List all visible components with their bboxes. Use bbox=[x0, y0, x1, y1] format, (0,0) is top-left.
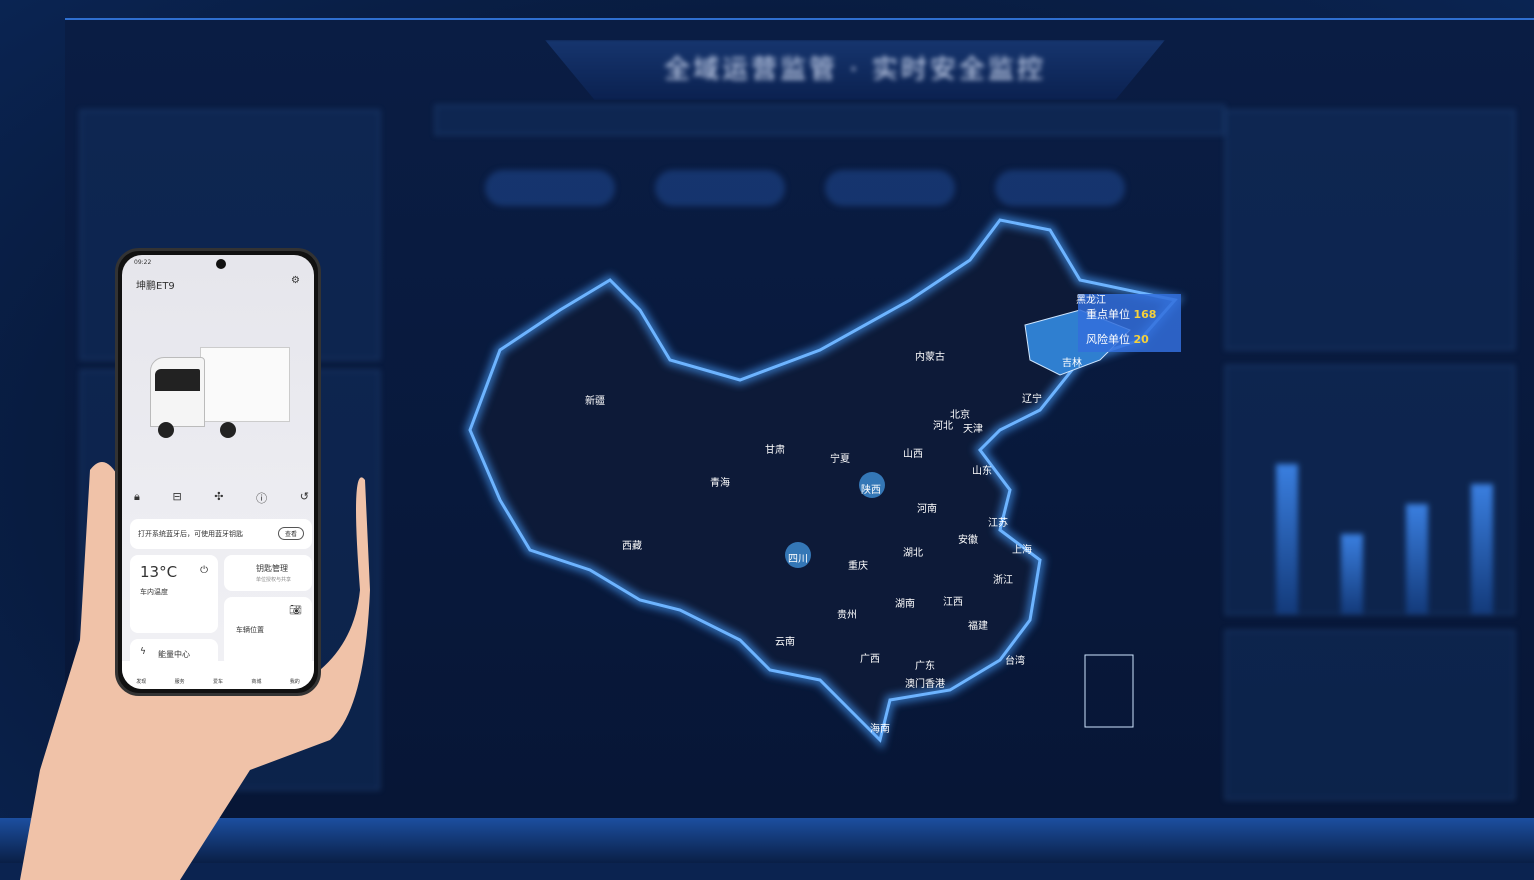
nav-discover[interactable]: 发现 bbox=[136, 679, 147, 685]
app-title: 坤鹏ET9 bbox=[136, 281, 175, 292]
province-label: 河南 bbox=[917, 504, 937, 515]
temperature-card[interactable]: 13°C 车内温度 ⏻ bbox=[130, 555, 218, 633]
province-label: 河北 bbox=[933, 421, 953, 432]
province-label: 西藏 bbox=[622, 541, 642, 552]
power-icon[interactable]: ⏻ bbox=[200, 565, 208, 576]
province-label: 湖南 bbox=[895, 599, 915, 610]
dashboard-title-bar: 全域运营监管 · 实时安全监控 bbox=[545, 40, 1165, 100]
nav-service[interactable]: 服务 bbox=[174, 679, 185, 685]
bluetooth-notice: 打开系统蓝牙后，可使用蓝牙钥匙 bbox=[138, 530, 243, 538]
right-panel-chart bbox=[1225, 365, 1515, 615]
province-label: 安徽 bbox=[958, 535, 978, 546]
stat-pill bbox=[485, 170, 615, 206]
bolt-icon: ϟ bbox=[140, 647, 146, 657]
province-label: 海南 bbox=[870, 724, 890, 735]
province-label: 贵州 bbox=[837, 610, 857, 621]
vehicle-location-card[interactable]: 车辆位置 📷︎ bbox=[224, 597, 312, 667]
key-subtitle: 单位授权与共享 bbox=[256, 577, 292, 583]
bluetooth-view-button[interactable]: 查看 bbox=[277, 527, 304, 540]
chart-bar bbox=[1471, 484, 1493, 614]
tooltip-risk-label: 风险单位 bbox=[1086, 333, 1130, 346]
province-label: 宁夏 bbox=[830, 454, 850, 465]
province-label: 澳门 bbox=[905, 679, 925, 690]
camera-notch bbox=[216, 259, 226, 269]
province-label: 北京 bbox=[950, 410, 970, 421]
fan-icon[interactable]: ✣ bbox=[214, 490, 224, 503]
tooltip-risk-value: 20 bbox=[1133, 333, 1149, 346]
tooltip-key-value: 168 bbox=[1133, 308, 1157, 321]
temperature-label: 车内温度 bbox=[140, 588, 168, 596]
province-label: 辽宁 bbox=[1022, 394, 1042, 405]
province-label: 山东 bbox=[972, 466, 992, 477]
province-label: 广西 bbox=[860, 654, 880, 665]
chart-bar bbox=[1341, 534, 1363, 614]
right-panel-top bbox=[1225, 110, 1515, 350]
bluetooth-notice-card: 打开系统蓝牙后，可使用蓝牙钥匙 查看 bbox=[130, 519, 312, 549]
phone-screen: 09:22 坤鹏ET9 ⚙ 🔒︎ ⊟ ✣ ⓘ ↺ 打开系统蓝牙后，可使用蓝牙钥匙 查看 … bbox=[122, 255, 314, 689]
tooltip-province: 黑龙江 bbox=[1076, 295, 1106, 306]
map-tooltip: 黑龙江 重点单位 168 风险单位 20 bbox=[1076, 294, 1181, 352]
province-label: 内蒙古 bbox=[915, 352, 945, 363]
marker-sichuan[interactable] bbox=[785, 542, 811, 568]
province-label: 江苏 bbox=[988, 518, 1008, 529]
south-china-sea-inset bbox=[1084, 654, 1134, 728]
nav-me[interactable]: 我的 bbox=[289, 679, 300, 685]
chart-bar bbox=[1406, 504, 1428, 614]
province-label: 四川 bbox=[788, 554, 808, 565]
province-label: 香港 bbox=[925, 679, 945, 690]
stat-pill bbox=[825, 170, 955, 206]
charge-icon[interactable]: ⓘ bbox=[256, 492, 268, 505]
province-label: 山西 bbox=[903, 449, 923, 460]
province-label: 陕西 bbox=[861, 485, 881, 496]
trunk-icon[interactable]: ↺ bbox=[299, 490, 309, 503]
province-label: 吉林 bbox=[1062, 358, 1082, 369]
province-label: 新疆 bbox=[585, 396, 605, 407]
tooltip-key-label: 重点单位 bbox=[1086, 308, 1130, 321]
nav-car[interactable]: 爱车 bbox=[212, 679, 223, 685]
status-time: 09:22 bbox=[134, 259, 152, 266]
temperature-value: 13°C bbox=[140, 563, 178, 581]
province-label: 广东 bbox=[915, 661, 935, 672]
bottom-nav: 发现 服务 爱车 商城 我的 bbox=[122, 661, 314, 689]
chart-bar bbox=[1276, 464, 1298, 614]
stat-pill bbox=[655, 170, 785, 206]
stat-pill bbox=[995, 170, 1125, 206]
province-label: 江西 bbox=[943, 597, 963, 608]
china-map[interactable] bbox=[440, 200, 1200, 760]
province-label: 天津 bbox=[963, 424, 983, 435]
energy-label: 能量中心 bbox=[158, 650, 190, 659]
phone: 09:22 坤鹏ET9 ⚙ 🔒︎ ⊟ ✣ ⓘ ↺ 打开系统蓝牙后，可使用蓝牙钥匙 查看 … bbox=[115, 248, 321, 696]
province-label: 台湾 bbox=[1005, 656, 1025, 667]
key-management-card[interactable]: 钥匙管理 单位授权与共享 bbox=[224, 555, 312, 591]
province-label: 湖北 bbox=[903, 548, 923, 559]
province-label: 甘肃 bbox=[765, 445, 785, 456]
settings-icon[interactable]: ⚙ bbox=[291, 275, 300, 286]
right-panel-bottom bbox=[1225, 630, 1515, 800]
province-label: 云南 bbox=[775, 637, 795, 648]
province-label: 青海 bbox=[710, 478, 730, 489]
province-label: 上海 bbox=[1012, 545, 1032, 556]
location-label: 车辆位置 bbox=[236, 626, 264, 634]
province-label: 重庆 bbox=[848, 561, 868, 572]
dashboard-bottom-bar bbox=[0, 818, 1534, 863]
province-label: 浙江 bbox=[993, 575, 1013, 586]
key-title: 钥匙管理 bbox=[256, 564, 288, 573]
truck-image bbox=[150, 347, 290, 447]
province-label: 福建 bbox=[968, 621, 988, 632]
marker-shaanxi[interactable] bbox=[859, 472, 885, 498]
nav-mall[interactable]: 商城 bbox=[251, 679, 262, 685]
horn-icon[interactable]: ⊟ bbox=[172, 490, 182, 503]
camera-icon[interactable]: 📷︎ bbox=[289, 605, 302, 616]
center-header-panel bbox=[435, 105, 1225, 135]
dashboard-title: 全域运营监管 · 实时安全监控 bbox=[664, 55, 1046, 85]
lock-icon[interactable]: 🔒︎ bbox=[134, 490, 140, 503]
